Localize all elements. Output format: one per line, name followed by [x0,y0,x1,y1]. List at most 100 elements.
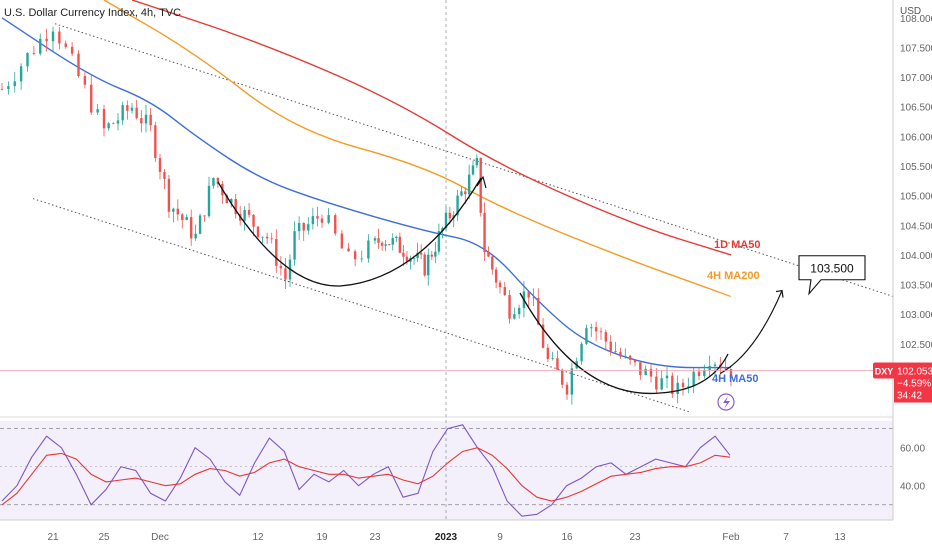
candle-body [225,195,229,204]
candle-body [172,208,175,212]
channel-upper-line [54,23,894,297]
candle-body [537,298,540,325]
candle-body [194,233,197,239]
symbol-tag-text: DXY [875,367,894,377]
candle-body [130,107,134,111]
grid-layer [0,0,893,520]
candle-body [649,368,653,377]
candle-body [39,38,42,54]
rsi-line [1,424,731,517]
candle-body [261,236,264,238]
ma-1d-label: 1D MA50 [714,239,760,251]
candle-body [494,269,498,283]
candle-body [517,307,521,315]
y-tick-label: 106.000 [900,132,932,143]
x-tick-label: Feb [722,532,740,543]
candle-body [713,364,717,367]
price-tag [894,362,932,403]
candle-body [247,209,251,215]
candle-body [284,268,287,280]
candle-body [416,252,419,259]
candle-body [585,328,588,344]
x-tick-label: 13 [834,532,846,543]
candle-body [479,157,482,213]
candle-body [58,31,61,44]
candle-body [703,370,706,377]
candle-body [561,369,564,385]
rsi-pane [1,424,731,517]
candle-body [388,244,391,246]
candle-body [614,351,617,353]
ma-4h-50-label: 4H MA50 [712,373,758,385]
candle-body [398,236,402,253]
candle-body [687,386,690,388]
projection-arrowhead [775,289,784,298]
candle-body [580,343,583,362]
candle-body [513,314,516,319]
projection-arrow [720,290,783,375]
candle-body [556,358,559,370]
candle-body [697,371,701,377]
candle-body [279,265,283,269]
candle-body [265,236,269,239]
candle-body [590,327,593,329]
candle-body [70,46,74,54]
candle-body [116,120,120,124]
candle-body [412,258,416,259]
candle-body [441,227,444,232]
candle-body [107,123,110,129]
moving-averages [1,0,732,369]
price-tag-countdown: 34:42 [897,391,922,402]
candle-body [270,238,273,240]
labels: 103.500 U.S. Dollar Currency Index, 4h, T… [4,6,932,403]
x-tick-label: 2023 [435,532,458,543]
y-tick-label: 105.500 [900,162,932,173]
y-tick-label: 102.500 [900,340,932,351]
candle-body [320,218,324,223]
candle-body [471,165,475,175]
candle-body [216,177,220,185]
candle-body [347,248,350,252]
candle-body [112,123,115,125]
candle-body [464,191,467,195]
candle-body [437,231,441,252]
candle-body [460,191,463,196]
candle-body [565,384,569,395]
candle-body [384,244,387,246]
candle-body [491,256,494,270]
candle-body [729,368,733,379]
candle-body [327,215,330,223]
candle-body [311,216,315,225]
candle-body [32,53,36,54]
candle-body [334,215,337,234]
rsi-tick-label: 40.00 [900,482,925,493]
symbol-tag [873,362,895,379]
candle-body [7,86,10,90]
x-tick-label: Dec [151,532,169,543]
candle-body [302,223,305,231]
x-tick-label: 25 [98,532,110,543]
y-tick-label: 105.000 [900,192,932,203]
drawings [0,175,893,411]
x-tick-label: 9 [497,532,503,543]
candle-body [644,368,647,376]
y-tick-label: 103.000 [900,310,932,321]
lightning-bolt-icon [723,396,730,409]
ma-4h-200-line [103,0,732,298]
candle-body [154,125,157,159]
candle-body [609,341,612,352]
candle-body [639,362,642,376]
candle-body [83,76,87,85]
y-tick-label: 106.500 [900,103,932,114]
channel-lines [32,23,894,413]
candle-body [423,254,426,276]
candle-body [655,376,658,390]
y-tick-label: 107.500 [900,43,932,54]
candle-body [475,157,479,166]
candle-body [189,217,193,239]
candle-body [367,240,370,259]
candle-body [405,256,409,262]
candle-body [353,251,357,260]
candle-body [316,216,319,219]
